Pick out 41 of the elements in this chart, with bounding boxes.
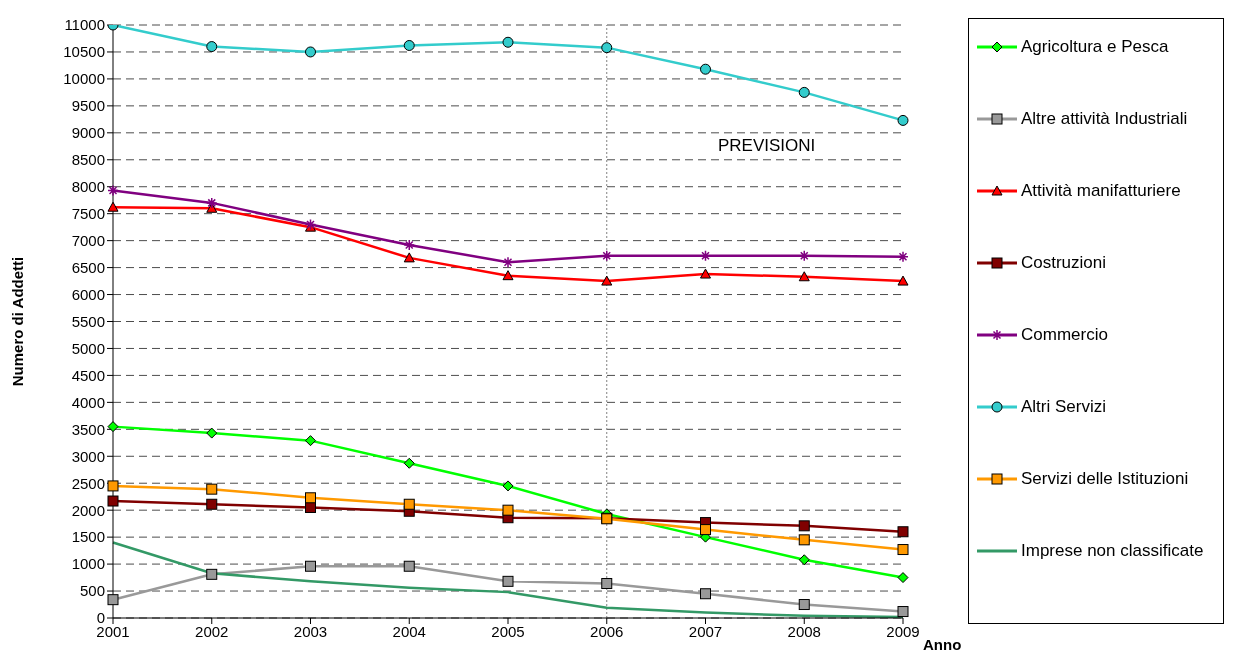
y-tick-label: 8500 — [71, 151, 105, 169]
x-tick-label: 2009 — [886, 622, 920, 640]
y-tick-label: 5000 — [71, 339, 105, 357]
y-tick-label: 10500 — [63, 43, 105, 61]
y-tick-label: 4500 — [71, 366, 105, 384]
legend-label: Servizi delle Istituzioni — [1021, 469, 1189, 489]
legend-label: Imprese non classificate — [1021, 541, 1204, 561]
y-tick-label: 7500 — [71, 205, 105, 223]
legend-label: Attività manifatturiere — [1021, 181, 1181, 201]
x-tick-label: 2003 — [293, 622, 328, 640]
y-tick-label: 3000 — [71, 447, 105, 465]
y-axis-title: Numero di Addetti — [9, 256, 27, 387]
y-tick-label: 11000 — [64, 16, 105, 34]
legend-label: Agricoltura e Pesca — [1021, 37, 1169, 57]
legend-label: Commercio — [1021, 325, 1108, 345]
y-tick-label: 1000 — [71, 555, 105, 573]
y-tick-label: 6500 — [71, 258, 105, 276]
annotation: PREVISIONI — [718, 136, 816, 156]
y-tick-label: 2500 — [71, 474, 105, 492]
x-tick-label: 2005 — [491, 622, 525, 640]
legend-label: Altre attività Industriali — [1021, 109, 1188, 129]
y-tick-label: 2000 — [71, 501, 105, 519]
x-tick-label: 2004 — [392, 622, 426, 640]
y-tick-label: 3500 — [71, 420, 105, 438]
x-tick-label: 2006 — [590, 622, 624, 640]
x-axis-title: Anno — [923, 636, 962, 654]
y-tick-label: 1500 — [71, 528, 105, 546]
y-tick-label: 4000 — [71, 393, 105, 411]
y-tick-label: 7000 — [71, 231, 105, 249]
y-tick-label: 9000 — [71, 124, 105, 142]
y-tick-label: 5500 — [71, 312, 105, 330]
x-tick-label: 2002 — [195, 622, 229, 640]
y-tick-label: 10000 — [63, 70, 105, 88]
y-tick-label: 500 — [79, 582, 105, 600]
y-tick-label: 9500 — [71, 97, 105, 115]
legend-label: Costruzioni — [1021, 253, 1107, 273]
x-tick-label: 2008 — [787, 622, 821, 640]
legend-label: Altri Servizi — [1021, 397, 1107, 417]
x-tick-label: 2007 — [688, 622, 723, 640]
y-tick-label: 6000 — [71, 285, 105, 303]
y-tick-label: 8000 — [71, 178, 105, 196]
